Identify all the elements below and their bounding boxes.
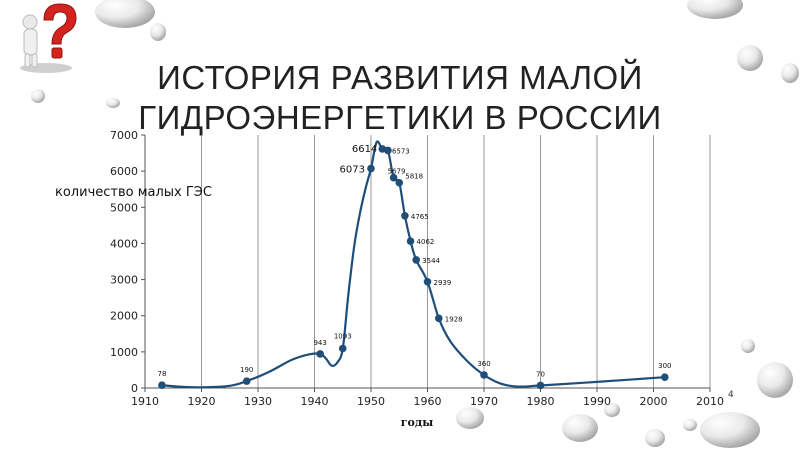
data-label: 3544 [422,257,440,265]
drop-decoration [31,0,799,448]
data-label: 300 [658,362,671,370]
data-label: 1928 [445,315,463,323]
data-label: 78 [157,370,166,378]
data-point [536,381,545,390]
data-point [384,146,392,155]
data-label: 6073 [340,165,365,176]
y-tick-label: 4000 [110,237,138,250]
x-tick-label: 1930 [244,395,272,408]
data-label: 360 [477,360,490,368]
x-axis-label: годы [401,416,433,429]
y-tick-label: 6000 [110,165,138,178]
data-label: 5679 [388,168,406,176]
y-axis-label: количество малых ГЭС [55,185,212,200]
y-tick-label: 3000 [110,274,138,287]
x-tick-label: 1920 [188,395,216,408]
data-label: 6573 [392,147,410,155]
data-point [412,256,421,264]
y-tick-label: 5000 [110,201,138,214]
data-label: 943 [313,339,326,347]
page-number: 4 [728,390,734,400]
y-tick-label: 2000 [110,310,138,323]
data-label: 1093 [334,332,352,340]
chart-ticks: 0 1000 2000 3000 4000 5000 6000 7000 1910 1920 193… [110,129,724,408]
data-label: 4062 [417,238,435,246]
data-point [406,237,415,245]
x-tick-label: 1950 [357,395,385,408]
x-tick-label: 1940 [301,395,329,408]
data-point [401,211,409,220]
data-point [389,173,398,182]
data-label: 4765 [411,213,429,221]
data-label: 2939 [434,279,452,287]
series-line [161,140,665,389]
data-points [158,145,669,390]
data-point [316,350,324,358]
y-tick-label: 0 [131,382,138,395]
slide-title: ИСТОРИЯ РАЗВИТИЯ МАЛОЙ ГИДРОЭНЕРГЕТИКИ В… [120,58,680,138]
y-tick-label: 7000 [110,129,138,142]
x-tick-label: 1910 [131,395,159,408]
slide-title-line1: ИСТОРИЯ РАЗВИТИЯ МАЛОЙ [157,59,643,96]
data-point [661,373,669,381]
slide-title-line2: ГИДРОЭНЕРГЕТИКИ В РОССИИ [138,99,662,136]
x-tick-label: 1980 [527,395,555,408]
data-label: 5818 [405,173,423,181]
data-label: 190 [240,366,253,374]
data-point [480,371,488,379]
x-tick-label: 2010 [696,395,724,408]
x-tick-label: 1960 [414,395,442,408]
data-point [395,178,404,187]
data-point [435,314,443,323]
x-tick-label: 2000 [640,395,668,408]
y-tick-label: 1000 [110,346,138,359]
x-tick-label: 1990 [583,395,611,408]
question-mark-icon [20,3,77,73]
x-tick-label: 1970 [470,395,498,408]
chart-grid [201,135,711,388]
data-point [338,344,347,353]
data-label: 6614 [352,144,377,155]
data-point [242,377,251,385]
data-point [367,164,375,173]
data-point [158,381,166,389]
data-point [423,277,432,286]
data-label: 70 [536,370,545,378]
